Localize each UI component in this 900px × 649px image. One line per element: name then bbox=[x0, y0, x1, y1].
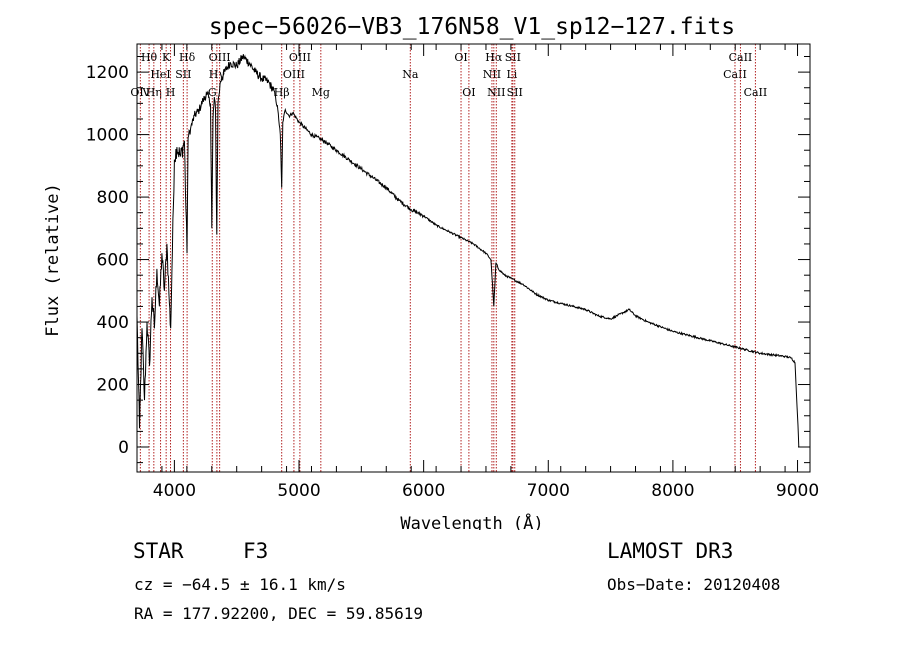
object-subclass: F3 bbox=[243, 539, 269, 563]
line-label-17: OI bbox=[462, 86, 475, 99]
line-label-9: Hγ bbox=[209, 68, 226, 81]
line-label-0: OⅣ bbox=[130, 86, 151, 99]
plot-frame bbox=[136, 43, 811, 473]
spectrum-chart: spec−56026−VB3_176N58_V1_sp12−127.fits O… bbox=[43, 14, 819, 530]
line-label-23: SII bbox=[507, 86, 523, 99]
x-axis-label: Wavelength (Å) bbox=[400, 512, 543, 530]
line-label-22: SII bbox=[505, 51, 521, 64]
redshift-cz: cz = −64.5 ± 16.1 km/s bbox=[134, 575, 346, 594]
line-label-14: Mg bbox=[312, 86, 330, 99]
line-label-6: SII bbox=[175, 68, 191, 81]
y-tick-label-1: 200 bbox=[97, 376, 129, 396]
line-label-11: Hβ bbox=[274, 86, 290, 99]
line-label-20: NII bbox=[487, 86, 505, 99]
line-label-7: Hδ bbox=[179, 51, 196, 64]
object-type: STAR bbox=[133, 539, 184, 563]
line-label-13: OIII bbox=[289, 51, 311, 64]
line-label-16: OI bbox=[454, 51, 467, 64]
spectrum-layer bbox=[136, 54, 800, 448]
emission-lines-layer: OⅣ Hθ Hη HeI K H SII Hδ G Hγ OIII Hβ OIII OIII Mg Na OI O… bbox=[130, 44, 767, 472]
x-tick-label-3: 7000 bbox=[527, 481, 570, 501]
line-label-8: G bbox=[208, 86, 217, 99]
ra-dec-coordinates: RA = 177.92200, DEC = 59.85619 bbox=[134, 604, 423, 623]
y-tick-label-2: 400 bbox=[97, 313, 129, 333]
survey-name: LAMOST DR3 bbox=[607, 539, 734, 563]
line-label-24: CaII bbox=[723, 68, 747, 81]
observation-date: Obs−Date: 20120408 bbox=[607, 575, 781, 594]
line-label-15: Na bbox=[402, 68, 419, 81]
line-label-10: OIII bbox=[209, 51, 231, 64]
y-tick-label-6: 1200 bbox=[86, 63, 129, 83]
x-tick-label-1: 5000 bbox=[277, 481, 320, 501]
spectrum-series-0 bbox=[136, 54, 800, 448]
x-tick-label-5: 9000 bbox=[776, 481, 819, 501]
line-label-25: CaII bbox=[729, 51, 753, 64]
line-label-1: Hθ bbox=[141, 51, 158, 64]
y-axis-label: Flux (relative) bbox=[43, 183, 63, 337]
line-label-3: HeI bbox=[150, 68, 170, 81]
line-label-12: OIII bbox=[283, 68, 305, 81]
x-tick-label-4: 8000 bbox=[651, 481, 694, 501]
line-label-26: CaII bbox=[744, 86, 768, 99]
line-label-4: K bbox=[162, 51, 171, 64]
y-tick-label-4: 800 bbox=[97, 188, 129, 208]
y-tick-label-3: 600 bbox=[97, 251, 129, 271]
line-label-21: Li bbox=[506, 68, 517, 81]
axis-ticks-layer: 4000 5000 6000 7000 8000 9000 0 200 400 600 800 100… bbox=[86, 44, 819, 501]
x-tick-label-2: 6000 bbox=[402, 481, 445, 501]
y-tick-label-5: 1000 bbox=[86, 126, 129, 146]
line-label-18: NII bbox=[483, 68, 501, 81]
chart-title: spec−56026−VB3_176N58_V1_sp12−127.fits bbox=[209, 14, 735, 40]
line-label-2: Hη bbox=[146, 86, 162, 99]
line-label-5: H bbox=[166, 86, 176, 99]
y-tick-label-0: 0 bbox=[118, 438, 129, 458]
line-label-19: Hα bbox=[485, 51, 503, 64]
x-tick-label-0: 4000 bbox=[153, 481, 196, 501]
